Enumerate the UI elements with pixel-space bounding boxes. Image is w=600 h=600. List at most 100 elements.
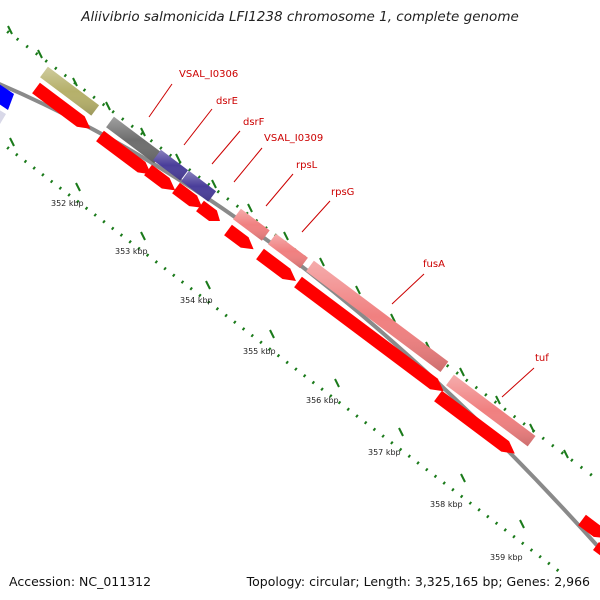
inner-ruler-tick [555,568,560,572]
inner-ruler-tick [529,548,534,552]
outer-ruler-tick [25,44,29,49]
inner-ruler-tick [250,333,254,338]
ruler-major-tick [140,127,146,137]
inner-ruler-tick [102,219,106,224]
inner-ruler-tick [294,367,298,371]
ruler-major-tick [105,101,111,111]
ruler-major-tick [140,231,146,241]
cds-arrow [593,542,600,556]
feature-track [0,66,600,556]
gene-label: rpsG [331,187,354,198]
outer-ruler-tick [522,422,526,426]
inner-ruler-tick [241,327,246,331]
outer-ruler-tick [187,168,192,172]
ruler-major-tick [247,203,253,213]
inner-ruler-tick [128,240,132,244]
outer-ruler-tick [44,59,48,63]
ruler-major-tick [175,153,181,163]
outer-ruler-tick [455,371,459,375]
gene-leader-line [211,130,241,165]
outer-ruler-tick [111,110,115,114]
outer-ruler-tick [159,146,163,150]
outer-ruler-tick [101,102,106,107]
inner-ruler-tick [172,273,176,278]
inner-ruler-tick [276,353,281,358]
inner-ruler-tick [363,420,368,425]
inner-ruler-tick [538,554,542,559]
backbone [0,82,600,552]
inner-ruler-tick [329,394,333,398]
gene-leader-line [265,173,294,207]
inner-ruler-tick [268,347,272,351]
inner-ruler-tick [180,280,185,284]
map-title: Aliivibrio salmonicida LFI1238 chromosom… [81,9,519,25]
gene-leader-line [148,83,173,118]
gene-leader-line [501,367,535,398]
inner-ruler-tick [381,434,385,438]
gene-leader-line [233,147,263,183]
ruler-major-tick [529,423,535,433]
inner-ruler-tick [145,253,150,258]
inner-ruler-tick [486,514,490,519]
inner-ruler-tick [302,374,307,378]
ruler-major-tick [283,231,289,241]
gene-labels: VSAL_I0306 dsrE dsrF VSAL_I0309 rpsL rpsG fusA… [148,69,549,398]
outer-ruler-tick [178,160,182,165]
inner-ruler-tick [67,193,71,197]
inner-ruler-tick [320,387,324,392]
gene-bar-grey-shade [106,116,162,164]
outer-ruler-tick [54,66,58,71]
outer-ruler-tick [15,37,20,42]
inner-ruler-tick [206,300,211,304]
outer-ruler-tick [63,73,68,78]
gene-label: dsrF [243,117,265,128]
ruler-major-tick [398,427,404,437]
inner-ruler-tick [23,159,28,164]
outer-ruler-tick [197,175,201,179]
tick-label: 356 kbp [306,396,339,405]
gene-label: tuf [535,353,549,364]
gene-bar-pink-shade [446,374,536,447]
inner-ruler-tick [198,293,202,298]
inner-ruler-tick [425,467,429,472]
outer-ruler-tick [503,407,507,412]
outer-ruler-tick [474,385,478,390]
ruler-major-tick [334,378,340,388]
ruler-major-tick [72,77,78,87]
inner-ruler-tick [346,407,350,412]
inner-ruler-tick [451,487,455,492]
genome-summary-text: Topology: circular; Length: 3,325,165 bp… [246,574,590,589]
backbone-line [0,82,600,552]
inner-ruler-tick [372,427,377,432]
inner-ruler-tick [355,414,359,418]
cds-arrow [144,164,176,191]
inner-ruler-tick [520,541,525,546]
outer-ruler-tick [235,204,240,208]
cds-arrow [96,130,152,175]
ruler-major-tick [563,449,569,459]
outer-ruler-tick [92,95,96,100]
inner-ruler-tick [285,360,289,365]
inner-ruler-tick [110,226,115,231]
inner-ruler-tick [215,307,220,311]
gene-bar-pink-shade [306,260,449,372]
inner-ruler-tick [398,447,403,452]
outer-ruler-tick [579,465,584,470]
inner-ruler-tick [390,441,394,445]
cds-arrow [32,82,91,129]
inner-ruler-tick [494,521,499,526]
tick-label: 357 kbp [368,448,401,457]
inner-ruler-tick [76,199,80,204]
inner-ruler-tick [407,454,411,459]
outer-ruler-tick [465,378,469,383]
outer-ruler-tick [570,458,574,462]
blue-feature [0,84,14,110]
inner-ruler-tick [137,246,141,251]
inner-ruler-tick [93,213,97,217]
cds-arrow [256,248,296,281]
outer-ruler-tick [445,364,450,368]
ruler-major-tick [205,280,211,290]
gene-bar-pink-shade [268,233,308,269]
inner-ruler-tick [119,233,124,237]
